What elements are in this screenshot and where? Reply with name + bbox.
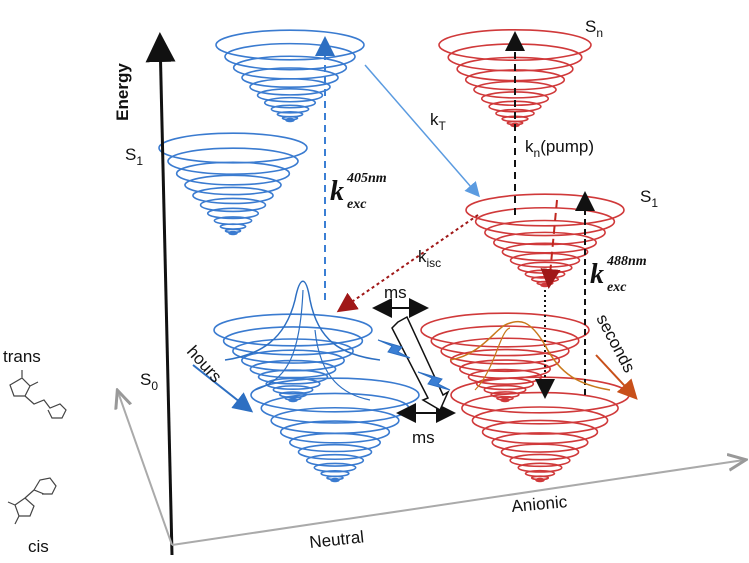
funnel-ring: [265, 98, 316, 108]
kt-label: kT: [430, 110, 447, 133]
sn-sub: n: [596, 26, 603, 40]
funnel-ring: [331, 479, 339, 482]
funnel-ring: [502, 243, 587, 260]
s1-base: S: [125, 145, 136, 164]
funnel-ring: [501, 399, 509, 402]
cis-label: cis: [28, 537, 49, 556]
hours-label: hours: [183, 342, 226, 386]
funnel-ring: [216, 30, 364, 60]
seconds-label: seconds: [592, 311, 639, 376]
ms-bottom: ms: [412, 428, 435, 447]
funnel-ring: [201, 198, 266, 211]
funnel-ring: [229, 232, 237, 235]
funnel-ring: [214, 314, 372, 346]
funnel-ring: [421, 313, 589, 347]
funnel-ring: [281, 421, 390, 443]
funnel-neutral-s1-trans: [216, 30, 364, 121]
k405-sup: 405nm: [346, 171, 387, 186]
funnel-ring: [536, 479, 544, 482]
funnel-ring: [492, 433, 588, 452]
s1-right-label: S1: [640, 187, 658, 210]
s0-sub: 0: [151, 379, 158, 393]
anionic-label: Anionic: [511, 492, 569, 516]
state-axis: [172, 460, 744, 545]
funnel-ring: [233, 339, 353, 363]
sn-label: Sn: [585, 17, 603, 40]
diagram: Energy Sn S1 S1 S0 kT kn(pump) kisc k 40…: [0, 0, 749, 563]
ms-top: ms: [384, 283, 407, 302]
s1-sub: 1: [651, 196, 658, 210]
k488-sub: exc: [607, 280, 627, 295]
kisc-label: kisc: [418, 247, 441, 270]
funnel-ring: [289, 399, 297, 402]
k488-sup: 488nm: [606, 254, 647, 269]
kt-sub: T: [439, 119, 447, 133]
funnel-ring: [242, 68, 338, 87]
kn-rest: (pump): [540, 137, 594, 156]
s1-left-label: S1: [125, 145, 143, 168]
isomer-axis: [118, 392, 172, 545]
funnel-ring: [286, 119, 294, 122]
funnel-neutral-s0-cis: [251, 378, 419, 481]
energy-label: Energy: [113, 63, 132, 121]
kn-sub: n: [534, 146, 541, 160]
s1-sub: 1: [136, 154, 143, 168]
funnel-ring: [251, 378, 419, 412]
kn-label: kn(pump): [525, 137, 594, 160]
energy-axis: [160, 38, 172, 555]
funnel-ring: [476, 208, 615, 236]
kisc-sub: isc: [427, 256, 442, 270]
k405-base: k: [330, 176, 344, 207]
neutral-label: Neutral: [308, 527, 364, 552]
funnel-ring: [220, 224, 245, 229]
trans-label: trans: [3, 347, 41, 366]
funnel-ring: [541, 284, 549, 287]
funnel-neutral-s1-cis: [159, 133, 307, 234]
funnel-ring: [307, 455, 364, 466]
k405-sub: exc: [347, 197, 367, 212]
molecules: [8, 370, 66, 524]
sn-base: S: [585, 17, 596, 36]
funnel-ring: [431, 326, 579, 356]
s1-base: S: [640, 187, 651, 206]
funnel-ring: [462, 393, 618, 424]
funnel-anionic-s0-cis: [451, 377, 629, 481]
k488-base: k: [590, 259, 604, 290]
s0-base: S: [140, 370, 151, 389]
s0-label: S0: [140, 370, 158, 393]
funnel-ring: [168, 148, 298, 174]
